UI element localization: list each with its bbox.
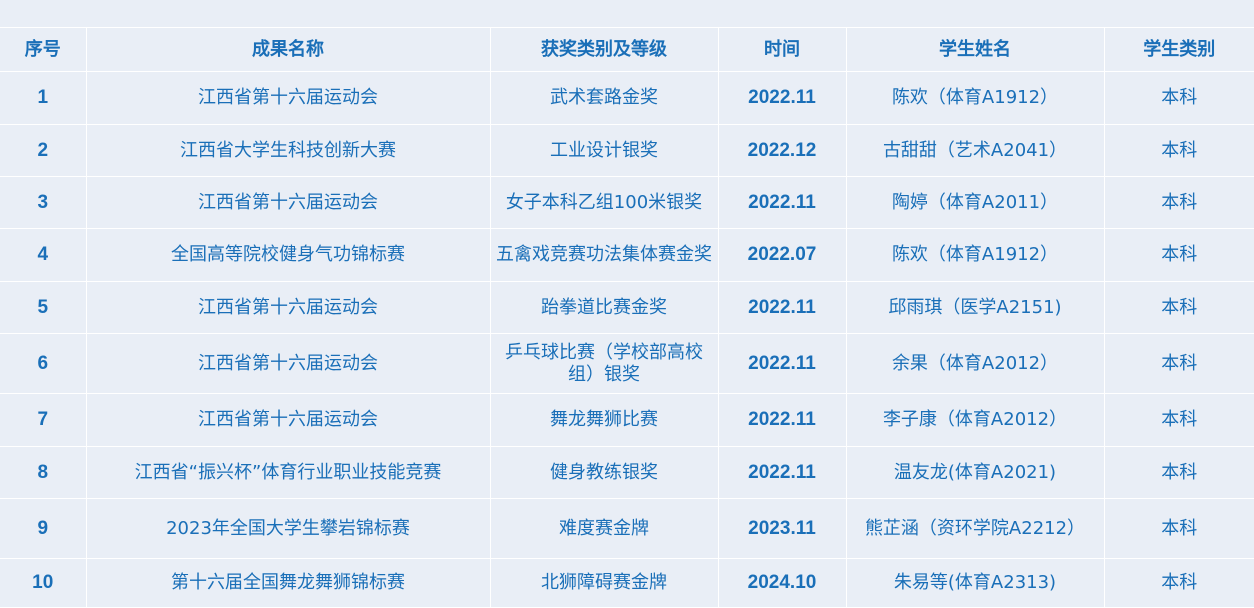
table-row: 9 2023年全国大学生攀岩锦标赛 难度赛金牌 2023.11 熊芷涵（资环学院A221… [0, 498, 1254, 559]
cell-achievement: 全国高等院校健身气功锦标赛 [85, 228, 491, 282]
cell-achievement: 江西省大学生科技创新大赛 [85, 124, 491, 177]
cell-student-type: 本科 [1103, 333, 1254, 394]
cell-achievement: 第十六届全国舞龙舞狮锦标赛 [85, 558, 491, 608]
cell-student: 李子康（体育A2012） [845, 393, 1105, 447]
cell-student: 朱易等(体育A2313) [845, 558, 1105, 608]
cell-student-type: 本科 [1103, 281, 1254, 334]
cell-student: 古甜甜（艺术A2041） [845, 124, 1105, 177]
cell-student: 陈欢（体育A1912） [845, 71, 1105, 125]
cell-index: 6 [0, 333, 87, 394]
table-header-row: 序号 成果名称 获奖类别及等级 时间 学生姓名 学生类别 [0, 27, 1254, 72]
cell-award: 女子本科乙组100米银奖 [489, 176, 719, 229]
header-student-type: 学生类别 [1103, 27, 1254, 72]
table-row: 2 江西省大学生科技创新大赛 工业设计银奖 2022.12 古甜甜（艺术A2041） 本科 [0, 124, 1254, 177]
header-achievement: 成果名称 [85, 27, 491, 72]
cell-student: 邱雨琪（医学A2151) [845, 281, 1105, 334]
cell-date: 2022.11 [717, 393, 847, 447]
header-index: 序号 [0, 27, 87, 72]
cell-index: 2 [0, 124, 87, 177]
cell-award: 北狮障碍赛金牌 [489, 558, 719, 608]
cell-index: 9 [0, 498, 87, 559]
cell-index: 5 [0, 281, 87, 334]
cell-award: 难度赛金牌 [489, 498, 719, 559]
cell-date: 2022.11 [717, 333, 847, 394]
cell-student-type: 本科 [1103, 498, 1254, 559]
cell-achievement: 江西省第十六届运动会 [85, 176, 491, 229]
cell-student-type: 本科 [1103, 176, 1254, 229]
cell-achievement: 江西省第十六届运动会 [85, 333, 491, 394]
cell-index: 3 [0, 176, 87, 229]
cell-student: 陈欢（体育A1912） [845, 228, 1105, 282]
table-row: 8 江西省“振兴杯”体育行业职业技能竞赛 健身教练银奖 2022.11 温友龙(体育A2… [0, 446, 1254, 499]
awards-table-container: 序号 成果名称 获奖类别及等级 时间 学生姓名 学生类别 1 江西省第十六届运动会 武术套路金… [0, 27, 1254, 608]
cell-date: 2022.11 [717, 446, 847, 499]
cell-date: 2022.12 [717, 124, 847, 177]
cell-award: 舞龙舞狮比赛 [489, 393, 719, 447]
table-row: 1 江西省第十六届运动会 武术套路金奖 2022.11 陈欢（体育A1912） 本科 [0, 71, 1254, 125]
cell-date: 2022.11 [717, 281, 847, 334]
cell-index: 4 [0, 228, 87, 282]
cell-achievement: 江西省“振兴杯”体育行业职业技能竞赛 [85, 446, 491, 499]
table-row: 6 江西省第十六届运动会 乒乓球比赛（学校部高校组）银奖 2022.11 余果（体育A2… [0, 333, 1254, 394]
cell-achievement: 江西省第十六届运动会 [85, 281, 491, 334]
cell-index: 7 [0, 393, 87, 447]
cell-student-type: 本科 [1103, 446, 1254, 499]
cell-student-type: 本科 [1103, 558, 1254, 608]
cell-student: 熊芷涵（资环学院A2212） [845, 498, 1105, 559]
cell-award: 武术套路金奖 [489, 71, 719, 125]
table-row: 5 江西省第十六届运动会 跆拳道比赛金奖 2022.11 邱雨琪（医学A2151) 本科 [0, 281, 1254, 334]
table-row: 3 江西省第十六届运动会 女子本科乙组100米银奖 2022.11 陶婷（体育A2011… [0, 176, 1254, 229]
cell-student: 余果（体育A2012） [845, 333, 1105, 394]
cell-student: 温友龙(体育A2021) [845, 446, 1105, 499]
table-row: 10 第十六届全国舞龙舞狮锦标赛 北狮障碍赛金牌 2024.10 朱易等(体育A2313… [0, 558, 1254, 608]
cell-student: 陶婷（体育A2011） [845, 176, 1105, 229]
table-row: 4 全国高等院校健身气功锦标赛 五禽戏竞赛功法集体赛金奖 2022.07 陈欢（体育A1… [0, 228, 1254, 282]
cell-award: 健身教练银奖 [489, 446, 719, 499]
cell-student-type: 本科 [1103, 228, 1254, 282]
cell-student-type: 本科 [1103, 71, 1254, 125]
cell-award: 五禽戏竞赛功法集体赛金奖 [489, 228, 719, 282]
header-award: 获奖类别及等级 [489, 27, 719, 72]
header-student: 学生姓名 [845, 27, 1105, 72]
cell-student-type: 本科 [1103, 393, 1254, 447]
cell-index: 8 [0, 446, 87, 499]
cell-award: 工业设计银奖 [489, 124, 719, 177]
cell-achievement: 江西省第十六届运动会 [85, 71, 491, 125]
header-date: 时间 [717, 27, 847, 72]
awards-table: 序号 成果名称 获奖类别及等级 时间 学生姓名 学生类别 1 江西省第十六届运动会 武术套路金… [0, 27, 1254, 608]
cell-date: 2022.11 [717, 176, 847, 229]
cell-date: 2024.10 [717, 558, 847, 608]
cell-date: 2022.11 [717, 71, 847, 125]
cell-index: 10 [0, 558, 87, 608]
cell-award: 跆拳道比赛金奖 [489, 281, 719, 334]
cell-achievement: 2023年全国大学生攀岩锦标赛 [85, 498, 491, 559]
cell-achievement: 江西省第十六届运动会 [85, 393, 491, 447]
cell-index: 1 [0, 71, 87, 125]
cell-date: 2023.11 [717, 498, 847, 559]
cell-date: 2022.07 [717, 228, 847, 282]
cell-award: 乒乓球比赛（学校部高校组）银奖 [489, 333, 719, 394]
table-row: 7 江西省第十六届运动会 舞龙舞狮比赛 2022.11 李子康（体育A2012） 本科 [0, 393, 1254, 447]
cell-student-type: 本科 [1103, 124, 1254, 177]
